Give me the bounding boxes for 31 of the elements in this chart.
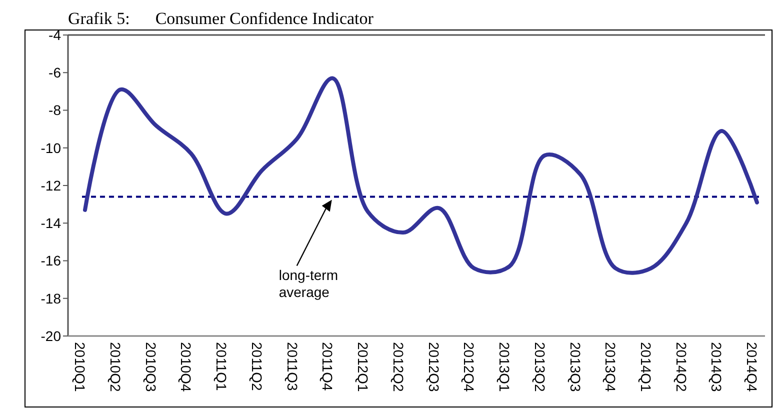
x-tick-label: 2013Q2: [532, 342, 548, 392]
x-tick-label: 2010Q4: [178, 342, 194, 392]
chart-title: Grafik 5: Consumer Confidence Indicator: [68, 9, 374, 28]
y-tick-label: -10: [40, 140, 62, 156]
y-tick-label: -20: [40, 328, 62, 344]
x-tick-label: 2010Q3: [142, 342, 159, 392]
x-tick-label: 2013Q4: [602, 342, 619, 392]
x-tick-label: 2011Q3: [284, 342, 300, 391]
x-tick-label: 2014Q2: [673, 342, 690, 392]
x-tick-label: 2010Q1: [72, 342, 88, 392]
y-tick-label: -12: [40, 177, 62, 194]
y-tick-label: -4: [48, 26, 62, 43]
x-tick-label: 2014Q4: [744, 342, 760, 392]
y-tick-label: -6: [48, 64, 62, 81]
x-tick-label: 2012Q4: [461, 342, 478, 392]
x-tick-label: 2012Q2: [390, 342, 406, 392]
x-tick-label: 2013Q3: [567, 342, 584, 392]
x-tick-label: 2011Q2: [248, 342, 265, 391]
x-tick-label: 2011Q4: [320, 342, 336, 391]
y-tick-label: -14: [40, 215, 62, 232]
annotation: long-term average: [278, 266, 338, 300]
x-tick-label: 2010Q2: [107, 342, 124, 392]
x-tick-label: 2013Q1: [496, 342, 513, 392]
y-tick-label: -8: [48, 102, 62, 118]
x-tick-label: 2011Q1: [214, 342, 230, 391]
x-tick-label: 2012Q3: [426, 342, 442, 392]
x-tick-label: 2012Q1: [355, 342, 372, 392]
x-tick-label: 2014Q1: [638, 342, 654, 392]
y-tick-label: -18: [40, 290, 62, 306]
x-tick-label: 2014Q3: [708, 342, 725, 392]
y-tick-label: -16: [40, 252, 62, 269]
